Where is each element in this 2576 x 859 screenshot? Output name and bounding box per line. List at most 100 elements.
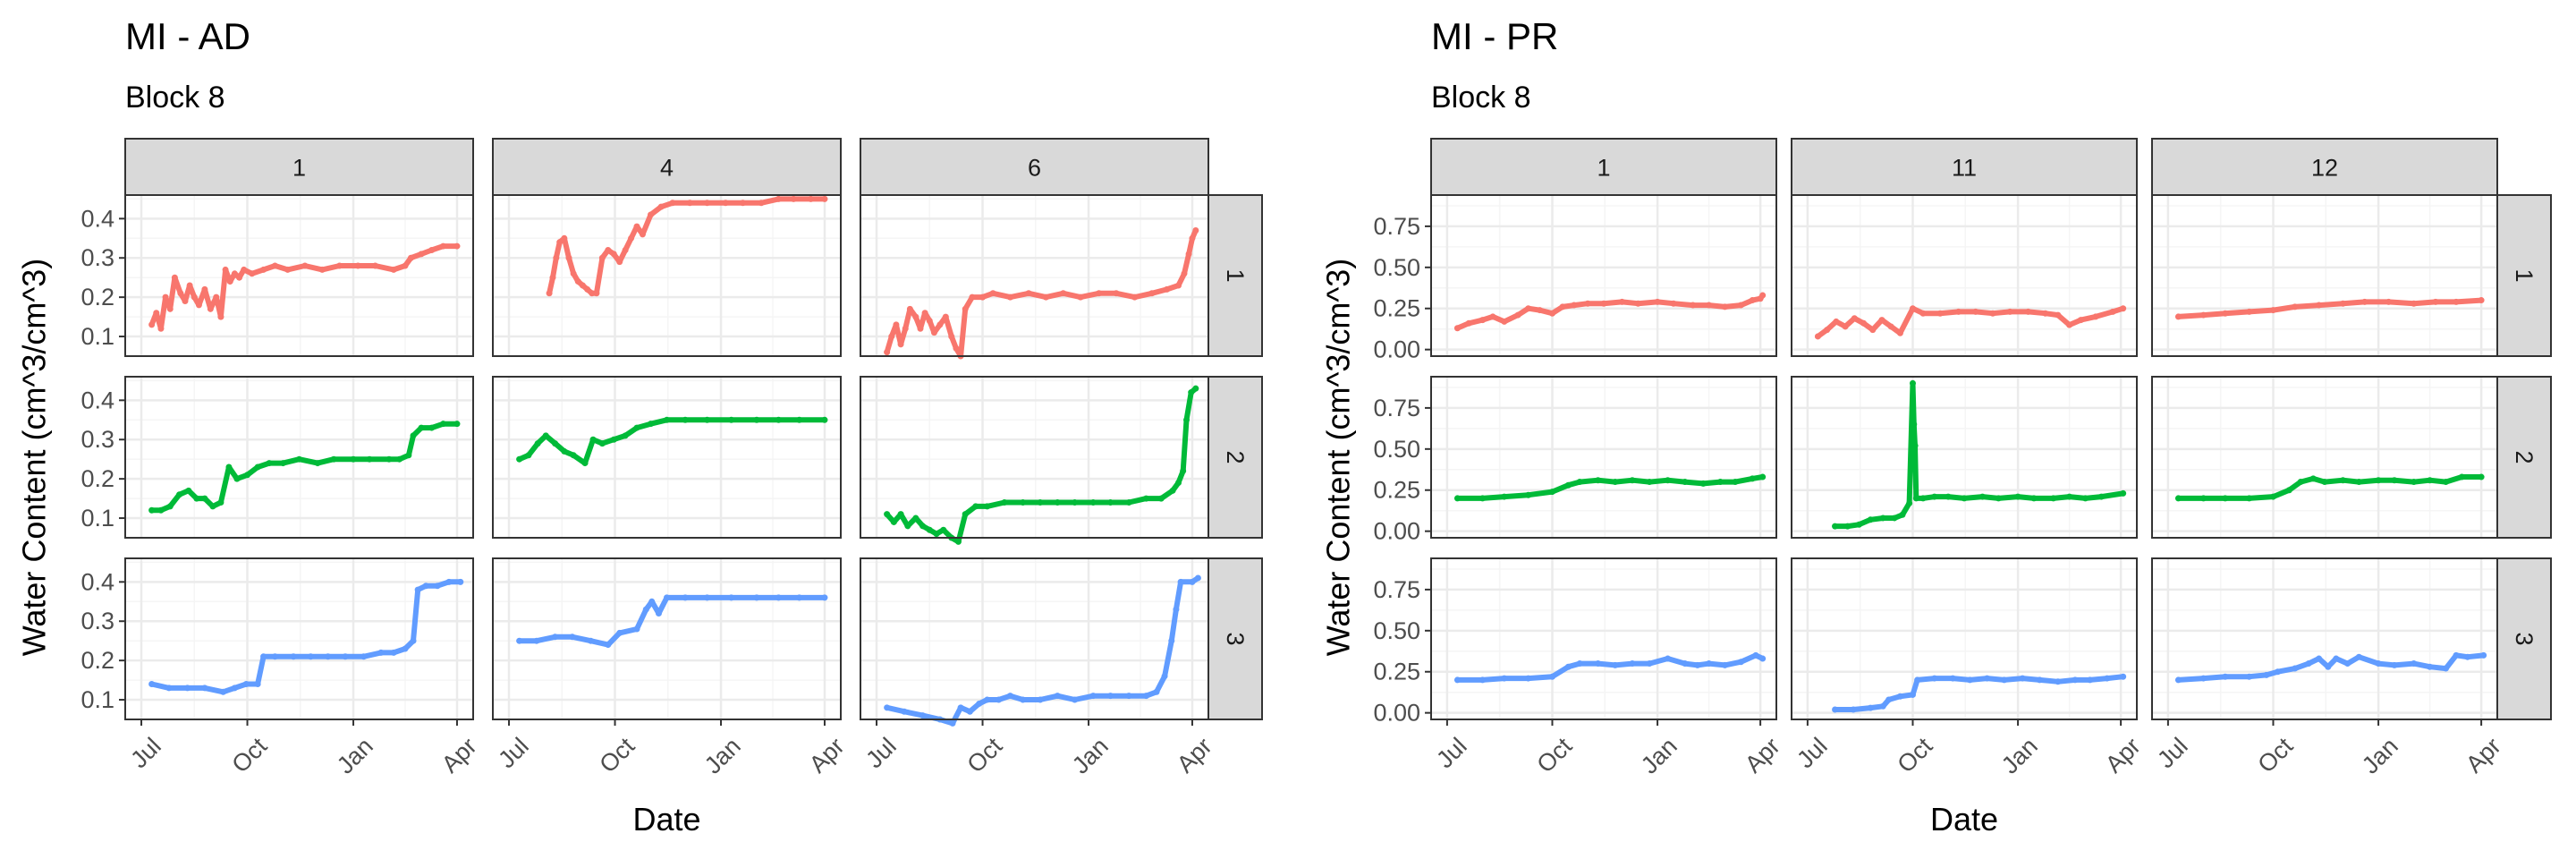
data-point	[2087, 676, 2094, 684]
x-axis-title: Date	[632, 801, 700, 838]
y-axis-title: Water Content (cm^3/cm^3)	[1320, 259, 1357, 657]
column-strip-label: 1	[292, 155, 306, 182]
data-point	[157, 506, 165, 514]
data-point	[244, 472, 251, 479]
data-point	[233, 475, 241, 482]
data-point	[440, 242, 447, 250]
data-point	[307, 653, 314, 660]
data-point	[1188, 389, 1195, 396]
chart-title: MI - AD	[125, 15, 250, 57]
data-point	[1020, 498, 1027, 506]
data-point	[1037, 498, 1044, 506]
panel-border	[492, 557, 842, 720]
data-point	[166, 305, 174, 312]
data-point	[260, 266, 267, 273]
data-point	[1054, 498, 1061, 506]
data-point	[1855, 521, 1862, 528]
data-point	[1164, 285, 1171, 293]
column-strip-label: 12	[2311, 155, 2338, 182]
data-point	[605, 642, 612, 649]
data-point	[912, 313, 919, 320]
data-point	[428, 246, 436, 253]
data-point	[318, 266, 326, 273]
data-point	[589, 436, 597, 443]
facet-panel	[492, 194, 842, 357]
panel-border	[124, 376, 474, 539]
chart-title: MI - PR	[1431, 15, 1558, 57]
data-point	[758, 200, 765, 207]
data-point	[953, 344, 960, 352]
data-point	[904, 523, 911, 530]
data-point	[1001, 498, 1008, 506]
data-point	[1157, 495, 1165, 502]
data-point	[1194, 574, 1201, 582]
data-point	[1113, 290, 1120, 297]
data-point	[1909, 379, 1916, 387]
data-point	[949, 719, 956, 727]
data-point	[1564, 663, 1572, 670]
data-point	[1536, 307, 1543, 314]
data-point	[1096, 290, 1103, 297]
data-point	[241, 266, 248, 273]
data-point	[1072, 498, 1079, 506]
data-point	[2014, 493, 2021, 500]
data-point	[940, 526, 947, 533]
data-point	[2411, 660, 2418, 668]
data-point	[2055, 311, 2062, 319]
facet-panel	[2151, 557, 2498, 720]
data-point	[919, 523, 927, 530]
data-point	[2442, 665, 2449, 672]
data-point	[1931, 675, 1938, 682]
data-point	[569, 634, 576, 641]
facet-panel	[860, 557, 1209, 727]
data-point	[1878, 317, 1885, 324]
x-tick-label: Jan	[2357, 733, 2403, 779]
data-point	[1670, 300, 1677, 307]
column-strip	[1430, 138, 1777, 196]
column-strip-label: 6	[1028, 155, 1041, 182]
panel-background	[1431, 377, 1776, 538]
data-point	[1185, 251, 1192, 258]
facet-panel	[1430, 194, 1777, 357]
data-point	[552, 634, 559, 641]
facet-panel	[124, 376, 474, 539]
x-tick-label: Jan	[1067, 733, 1114, 779]
data-point	[330, 455, 337, 463]
data-point	[2453, 651, 2460, 659]
panel-background	[1431, 558, 1776, 719]
y-tick-label: 0.25	[1373, 295, 1420, 322]
panel-border	[1791, 376, 2138, 539]
data-point	[549, 274, 556, 281]
data-point	[1749, 475, 1756, 482]
data-point	[1867, 704, 1874, 711]
data-point	[753, 416, 760, 423]
data-point	[402, 645, 409, 652]
data-point	[1142, 693, 1149, 700]
data-point	[1042, 293, 1049, 301]
data-point	[1501, 318, 1508, 325]
y-tick-label: 0.2	[80, 647, 114, 674]
x-tick-label: Jan	[699, 733, 746, 779]
data-point	[1501, 675, 1508, 682]
data-point	[1107, 693, 1114, 700]
data-point	[185, 487, 192, 494]
data-point	[2246, 308, 2253, 315]
data-point	[1453, 325, 1461, 332]
data-point	[1842, 323, 1849, 330]
data-point	[1665, 655, 1672, 662]
data-point	[561, 447, 568, 455]
x-axis-title: Date	[1930, 801, 1998, 838]
data-point	[1706, 302, 1713, 309]
data-point	[2246, 673, 2253, 680]
y-tick-label: 0.2	[80, 465, 114, 492]
data-point	[1690, 302, 1697, 309]
panel-border	[1430, 557, 1777, 720]
data-point	[969, 293, 976, 301]
data-point	[2081, 495, 2089, 502]
data-point	[584, 285, 591, 293]
x-tick-label: Apr	[2100, 733, 2146, 778]
data-point	[1006, 693, 1013, 700]
data-point	[1759, 292, 1767, 299]
data-point	[1919, 310, 1927, 317]
data-point	[565, 254, 572, 261]
